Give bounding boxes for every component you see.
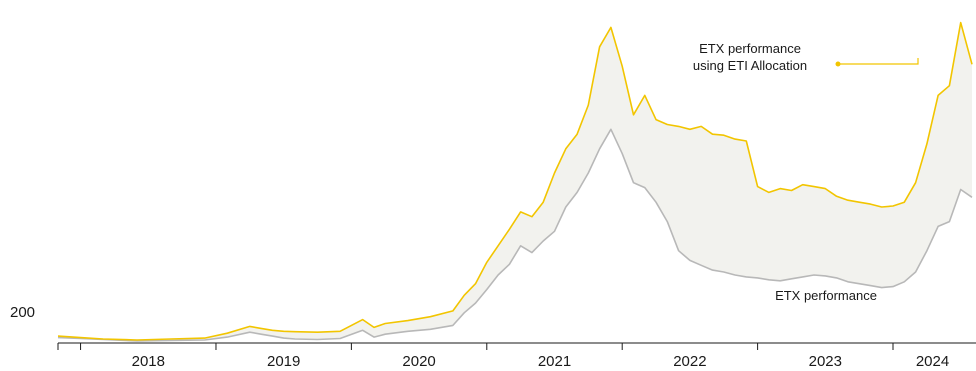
etx-allocation-line bbox=[57, 21, 973, 341]
y-tick-label: 200 bbox=[10, 304, 35, 321]
x-tick-label: 2024 bbox=[916, 353, 949, 370]
allocation-leader-dot bbox=[835, 61, 841, 67]
allocation-series-label-line1: ETX performance bbox=[699, 41, 801, 56]
x-tick-label: 2022 bbox=[673, 353, 706, 370]
allocation-leader-line bbox=[838, 58, 919, 65]
x-tick-label: 2018 bbox=[132, 353, 165, 370]
x-tick-label: 2019 bbox=[267, 353, 300, 370]
x-tick-label: 2021 bbox=[538, 353, 571, 370]
allocation-series-label-line2: using ETI Allocation bbox=[693, 58, 807, 73]
x-tick-label: 2023 bbox=[809, 353, 842, 370]
series-gap-band bbox=[58, 22, 972, 341]
x-tick-label: 2020 bbox=[402, 353, 435, 370]
etx-performance-line bbox=[57, 128, 973, 342]
performance-series-label: ETX performance bbox=[775, 288, 877, 303]
